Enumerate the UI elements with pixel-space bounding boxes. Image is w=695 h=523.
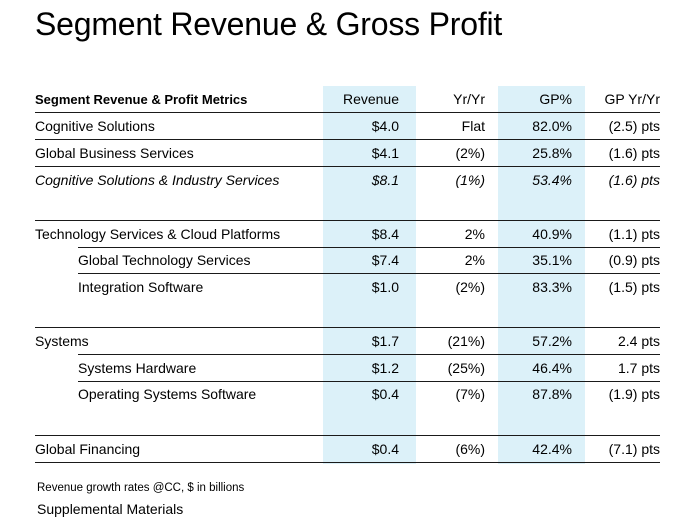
row-gp-yr-yr: (1.6) pts xyxy=(608,145,660,161)
row-divider xyxy=(35,166,660,167)
table-row: Operating Systems Software $0.4 (7%) 87.… xyxy=(0,381,695,408)
row-yr-yr: 2% xyxy=(464,226,485,242)
row-label: Systems xyxy=(35,333,89,349)
table-row: Technology Services & Cloud Platforms $8… xyxy=(0,221,695,248)
header-gp-yr-yr: GP Yr/Yr xyxy=(604,91,660,107)
row-revenue: $8.1 xyxy=(371,172,399,188)
row-gp-yr-yr: (1.5) pts xyxy=(608,279,660,295)
row-gp-yr-yr: 2.4 pts xyxy=(617,333,660,349)
row-revenue: $8.4 xyxy=(371,226,399,242)
row-yr-yr: (7%) xyxy=(455,386,485,402)
row-yr-yr: (2%) xyxy=(455,279,485,295)
section-divider xyxy=(35,220,660,221)
row-divider xyxy=(78,273,660,274)
row-divider xyxy=(78,354,660,355)
table-row: Global Financing $0.4 (6%) 42.4% (7.1) p… xyxy=(0,436,695,463)
table-header-row: Segment Revenue & Profit Metrics Revenue… xyxy=(0,86,695,113)
table-row: Systems $1.7 (21%) 57.2% 2.4 pts xyxy=(0,328,695,355)
row-label: Integration Software xyxy=(78,279,204,295)
header-yr-yr: Yr/Yr xyxy=(453,91,485,107)
row-label: Operating Systems Software xyxy=(78,386,257,402)
row-gp-yr-yr: (1.1) pts xyxy=(608,226,660,242)
row-revenue: $4.0 xyxy=(371,118,399,134)
row-divider xyxy=(78,381,660,382)
table-row: Global Technology Services $7.4 2% 35.1%… xyxy=(0,247,695,274)
row-label: Systems Hardware xyxy=(78,360,197,376)
row-label: Cognitive Solutions & Industry Services xyxy=(35,172,280,188)
table-row-subtotal: Cognitive Solutions & Industry Services … xyxy=(0,167,695,194)
row-gp-pct: 46.4% xyxy=(532,360,572,376)
row-gp-pct: 83.3% xyxy=(532,279,572,295)
table-row: Integration Software $1.0 (2%) 83.3% (1.… xyxy=(0,274,695,301)
row-revenue: $1.0 xyxy=(371,279,399,295)
row-revenue: $0.4 xyxy=(371,441,399,457)
row-gp-yr-yr: (2.5) pts xyxy=(608,118,660,134)
header-gp-pct: GP% xyxy=(539,91,572,107)
row-yr-yr: 2% xyxy=(464,252,485,268)
row-divider xyxy=(78,247,660,248)
row-gp-pct: 87.8% xyxy=(532,386,572,402)
section-divider xyxy=(35,327,660,328)
row-label: Global Business Services xyxy=(35,145,194,161)
row-gp-pct: 53.4% xyxy=(532,172,572,188)
page-title: Segment Revenue & Gross Profit xyxy=(35,6,503,42)
header-revenue: Revenue xyxy=(342,91,399,107)
row-revenue: $7.4 xyxy=(371,252,399,268)
table-row: Global Business Services $4.1 (2%) 25.8%… xyxy=(0,140,695,167)
row-revenue: $1.2 xyxy=(371,360,399,376)
row-revenue: $4.1 xyxy=(371,145,399,161)
row-label: Technology Services & Cloud Platforms xyxy=(35,226,281,242)
row-yr-yr: (1%) xyxy=(455,172,485,188)
row-revenue: $1.7 xyxy=(371,333,399,349)
row-gp-pct: 82.0% xyxy=(532,118,572,134)
revenue-column-highlight xyxy=(323,86,416,464)
table-row: Cognitive Solutions $4.0 Flat 82.0% (2.5… xyxy=(0,113,695,140)
header-label: Segment Revenue & Profit Metrics xyxy=(35,92,248,107)
table-bottom-divider xyxy=(35,462,660,463)
row-gp-pct: 42.4% xyxy=(532,441,572,457)
row-revenue: $0.4 xyxy=(371,386,399,402)
footnote: Revenue growth rates @CC, $ in billions xyxy=(37,482,245,494)
row-label: Cognitive Solutions xyxy=(35,118,155,134)
row-gp-yr-yr: (1.9) pts xyxy=(608,386,660,402)
row-label: Global Financing xyxy=(35,441,141,457)
row-gp-yr-yr: (0.9) pts xyxy=(608,252,660,268)
footer-label: Supplemental Materials xyxy=(37,501,184,517)
gp-column-highlight xyxy=(498,86,585,464)
row-gp-yr-yr: 1.7 pts xyxy=(617,360,660,376)
table-row: Systems Hardware $1.2 (25%) 46.4% 1.7 pt… xyxy=(0,355,695,382)
row-yr-yr: (21%) xyxy=(447,333,485,349)
row-divider xyxy=(35,139,660,140)
row-gp-pct: 25.8% xyxy=(532,145,572,161)
row-gp-pct: 35.1% xyxy=(532,252,572,268)
row-yr-yr: (6%) xyxy=(455,441,485,457)
row-gp-pct: 57.2% xyxy=(532,333,572,349)
section-divider xyxy=(35,435,660,436)
row-gp-pct: 40.9% xyxy=(532,226,572,242)
row-label: Global Technology Services xyxy=(78,252,251,268)
row-yr-yr: Flat xyxy=(461,118,485,134)
row-yr-yr: (2%) xyxy=(455,145,485,161)
row-gp-yr-yr: (7.1) pts xyxy=(608,441,660,457)
row-yr-yr: (25%) xyxy=(447,360,485,376)
header-divider xyxy=(35,112,660,113)
row-gp-yr-yr: (1.6) pts xyxy=(608,172,660,188)
